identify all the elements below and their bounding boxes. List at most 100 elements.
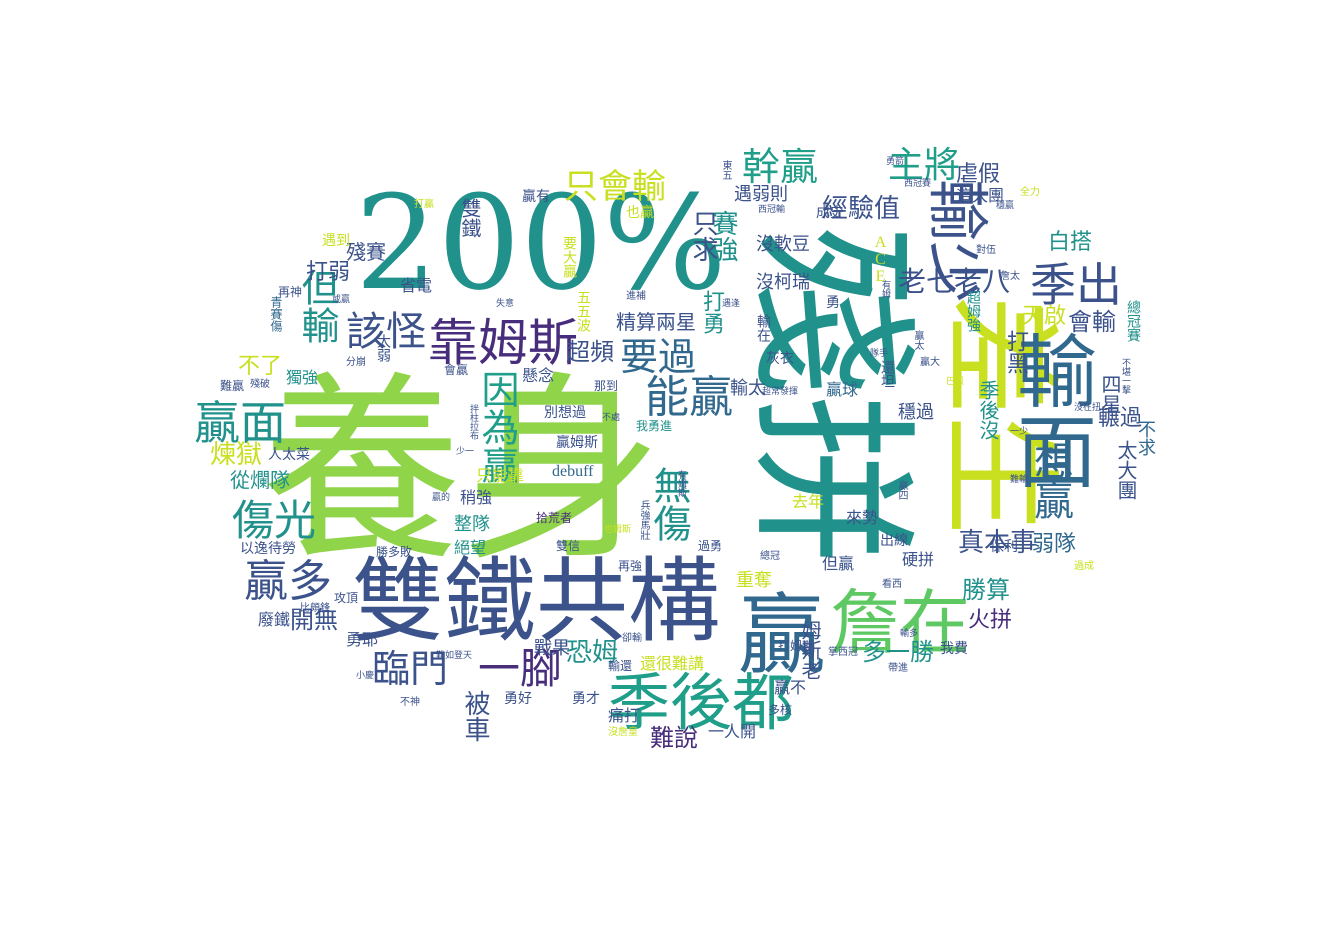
word-tianqi: 天啟	[1022, 304, 1067, 329]
word-nanshu: 難輸	[1010, 475, 1029, 485]
word-dahei: 打黑	[1003, 330, 1028, 374]
word-jihoudu: 季後都	[608, 666, 795, 739]
word-zhujiang: 主將	[888, 145, 961, 186]
word-lianyu: 煉獄	[210, 440, 263, 470]
word-bingqiang: 兵強馬壯	[638, 500, 649, 540]
word-bukanyiji: 不堪一擊	[1120, 358, 1130, 394]
word-jihoumei: 季後沒	[976, 380, 1000, 440]
word-chuxian: 出線	[880, 533, 908, 549]
word-taidatuan: 太大團	[1114, 440, 1138, 500]
word-yiyidailao: 以逸待勞	[240, 541, 296, 557]
word-wofei: 我費	[940, 641, 968, 657]
word-biexiangguo: 別想過	[544, 405, 586, 421]
word-nanying: 難贏	[220, 379, 245, 393]
word-yingmusi: 贏姆斯	[556, 435, 598, 451]
word-shihuangzhe: 拾荒者	[536, 511, 573, 525]
word-yingde: 贏的	[432, 493, 451, 503]
word-zaishen: 再神	[278, 285, 303, 299]
word-buqiu: 不求	[1135, 420, 1156, 456]
word-meizhanhuang: 沒詹皇	[608, 727, 638, 738]
word-ace: ACE	[872, 234, 889, 285]
word-zhangxiguan: 掌西冠	[828, 647, 858, 658]
word-huiyi: 灰衣	[766, 351, 794, 367]
word-tairuo: 太弱	[375, 334, 391, 362]
word-kanxi: 看西	[882, 579, 902, 590]
word-shengduobai: 勝多敗	[376, 545, 413, 559]
word-yongjian: 勇箭	[886, 157, 905, 167]
word-xuannian: 懸念	[522, 366, 555, 385]
word-damusi: 打姆斯	[778, 639, 815, 653]
word-kongmu: 恐姆	[566, 638, 619, 668]
word-sixing: 四星	[1098, 374, 1122, 414]
word-baida: 白搭	[1048, 230, 1093, 255]
word-chaomuqiang: 超姆強	[965, 290, 981, 332]
word-bushen: 不神	[400, 697, 420, 708]
word-duohe: 多核	[768, 703, 793, 717]
word-yingtai: 贏太	[912, 330, 923, 350]
word-baoli: 保利	[990, 539, 1018, 555]
word-yijiao: 一腳	[478, 644, 563, 693]
word-zhengdui: 整隊	[454, 514, 490, 535]
word-yongcai: 勇才	[572, 691, 600, 707]
word-nanshuo: 難說	[650, 724, 698, 752]
word-bipofeng: 比頗鋒	[300, 603, 330, 614]
word-shangguang: 傷光	[232, 496, 317, 545]
word-cansai: 殘賽	[346, 240, 386, 264]
word-yudao: 遇到	[322, 233, 350, 249]
word-huiying: 會贏	[444, 363, 469, 377]
word-zhinengkao: 只能靠	[476, 466, 525, 485]
word-zhihuishu: 只會輸	[564, 167, 666, 207]
word-linmen: 臨門	[372, 647, 449, 691]
word-shutai: 輸太	[730, 378, 766, 399]
word-yongye: 勇耶	[346, 630, 379, 649]
word-wenguo: 穩過	[898, 402, 934, 423]
word-zhanzai: 詹在	[830, 582, 970, 664]
word-dayong: 打勇	[699, 290, 724, 334]
word-canpo: 殘破	[250, 379, 270, 390]
word-gaiguai: 該怪	[346, 309, 426, 355]
word-huishu: 會輸	[1068, 308, 1116, 336]
word-yingpin: 硬拼	[902, 550, 935, 569]
word-shaoyi: 少一	[456, 447, 475, 457]
word-tongda: 痛打	[608, 706, 641, 725]
word-nengying: 能贏	[645, 372, 733, 423]
word-chaochangfahui: 超常發揮	[762, 387, 799, 397]
word-danshu: 但輸	[295, 268, 339, 344]
word-shuangtie2: 雙鐵	[458, 198, 482, 238]
word-ruodui: 弱隊	[1032, 532, 1077, 557]
word-duishou: 隊手	[870, 349, 889, 359]
word-yufeng: 遇逢	[722, 299, 741, 309]
word-200pct: 200%	[355, 167, 727, 319]
word-gongding: 攻頂	[334, 591, 359, 605]
word-dongwu: 東五	[720, 160, 731, 180]
word-zongguansai: 總冠賽	[1125, 300, 1141, 342]
word-xiaoqing: 小慶	[356, 671, 375, 681]
word-meikerui: 沒柯瑞	[756, 272, 810, 293]
word-huoying: 或贏	[332, 295, 351, 305]
word-shuhuan: 輸還	[608, 659, 633, 673]
word-shumian: 輸面	[1004, 330, 1097, 490]
word-queshu: 卻輸	[622, 633, 642, 644]
word-yishao: 一少	[1010, 427, 1029, 437]
word-shuzai: 輸在	[755, 314, 771, 342]
word-xiguanshu: 西冠輸	[758, 205, 786, 215]
word-meizainiu: 沒在扭	[1074, 403, 1102, 413]
word-shaoqiang: 稍強	[460, 488, 493, 507]
word-daying: 打贏	[414, 199, 434, 210]
word-guocheng: 過成	[1074, 561, 1094, 572]
word-musilao: 姆斯老	[798, 620, 822, 680]
word-shuangxin: 雙信	[556, 539, 581, 553]
word-shengdian: 省電	[400, 276, 433, 295]
word-buchu: 不處	[602, 413, 621, 423]
word-meiruandou: 沒軟豆	[756, 234, 810, 255]
word-buliao: 不了	[238, 354, 283, 379]
word-kaomusi: 靠姆斯	[428, 314, 578, 372]
word-shuangtie: 雙鐵共構	[352, 548, 721, 655]
word-rentaicai: 人太菜	[268, 447, 310, 463]
word-yeying: 也贏	[626, 205, 654, 221]
word-daijin: 帶進	[888, 663, 908, 674]
word-bake: 巴殼	[946, 377, 965, 387]
word-ying: 贏	[723, 588, 826, 676]
word-yaodaying: 要大贏	[561, 236, 577, 278]
